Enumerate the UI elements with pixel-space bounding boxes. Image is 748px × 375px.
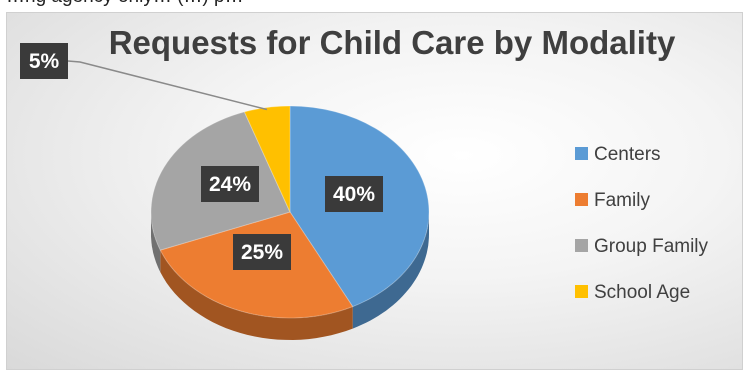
pie-slices: [150, 105, 430, 319]
data-label-school-age: 5%: [29, 50, 60, 73]
legend-label-school-age: School Age: [594, 282, 690, 303]
data-labels: 40% 25% 24% 5%: [20, 43, 383, 270]
pie-wall-family: [160, 250, 353, 340]
document-text-fragment: …ng agency only… (…) p…: [0, 0, 748, 10]
leader-line-school-age: [67, 60, 268, 111]
data-label-family: 25%: [241, 241, 283, 264]
data-label-box-family: [233, 234, 291, 270]
pie-wall-group-family: [151, 212, 161, 273]
data-label-centers: 40%: [333, 183, 375, 206]
data-label-box-centers: [325, 176, 383, 212]
pie-depth: [151, 212, 429, 340]
pie-slice-school-age: [243, 105, 291, 213]
data-label-box-group-family: [201, 166, 259, 202]
legend-label-centers: Centers: [594, 144, 661, 165]
legend: Centers Family Group Family School Age: [575, 144, 709, 303]
chart-title: Requests for Child Care by Modality: [108, 24, 676, 61]
data-label-group-family: 24%: [209, 173, 251, 196]
pie-wall-centers: [352, 212, 429, 329]
leader-lines: [67, 60, 268, 111]
legend-swatch-family: [575, 193, 588, 206]
legend-label-group-family: Group Family: [594, 236, 709, 257]
data-label-box-school-age: [20, 43, 68, 79]
legend-swatch-centers: [575, 147, 588, 160]
legend-swatch-school-age: [575, 285, 588, 298]
legend-swatch-group-family: [575, 239, 588, 252]
legend-label-family: Family: [594, 190, 650, 211]
